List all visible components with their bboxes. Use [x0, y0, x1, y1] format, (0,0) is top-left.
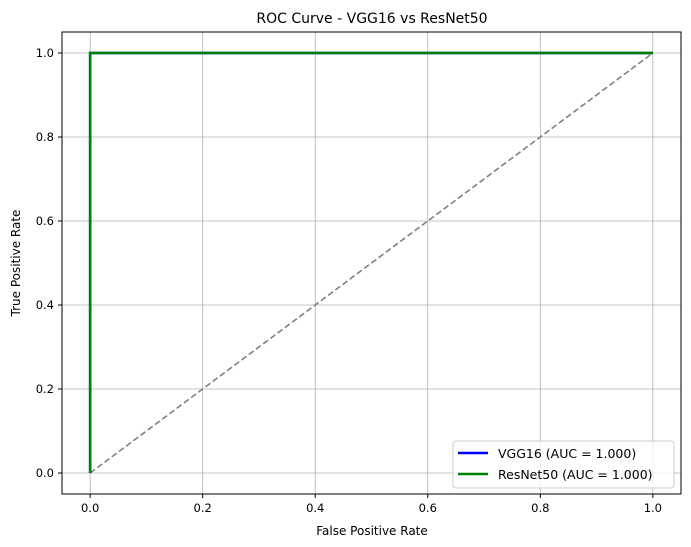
x-tick-label: 0.4 — [306, 501, 324, 515]
x-tick-label: 0.6 — [419, 501, 437, 515]
legend-label-vgg16: VGG16 (AUC = 1.000) — [498, 446, 636, 461]
x-tick-label: 0.8 — [531, 501, 549, 515]
y-tick-label: 0.4 — [36, 298, 54, 312]
x-tick-label: 0.0 — [81, 501, 99, 515]
y-axis-label: True Positive Rate — [9, 210, 23, 318]
y-tick-label: 0.6 — [36, 214, 54, 228]
diagonal-reference-line — [89, 52, 654, 474]
x-axis-label: False Positive Rate — [316, 524, 428, 538]
axes-frame — [61, 31, 682, 495]
legend-label-resnet50: ResNet50 (AUC = 1.000) — [498, 467, 653, 482]
y-tick-label: 0.8 — [36, 130, 54, 144]
y-tick-label: 1.0 — [36, 46, 54, 60]
x-tick-label: 1.0 — [644, 501, 662, 515]
legend: VGG16 (AUC = 1.000) ResNet50 (AUC = 1.00… — [452, 440, 675, 489]
chart-title: ROC Curve - VGG16 vs ResNet50 — [256, 11, 487, 27]
y-tick-label: 0.2 — [36, 382, 54, 396]
roc-line-resnet50 — [88, 51, 653, 473]
x-tick-label: 0.2 — [194, 501, 212, 515]
y-tick-label: 0.0 — [36, 466, 54, 480]
